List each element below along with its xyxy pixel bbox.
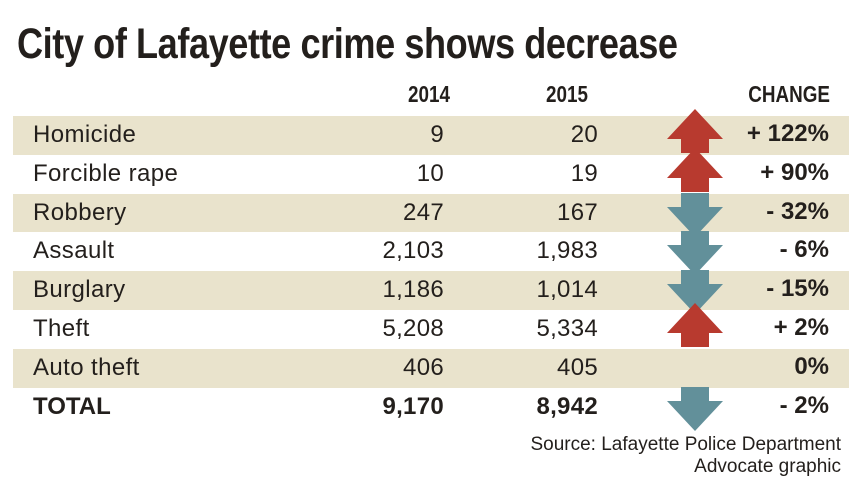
- value-2014: 10: [416, 159, 444, 187]
- value-2015: 1,983: [536, 237, 598, 265]
- crime-name: Robbery: [33, 198, 127, 226]
- crime-table: Homicide 9 20 + 122% Forcible rape 10 19…: [13, 109, 849, 431]
- value-2015: 8,942: [536, 392, 598, 420]
- value-2015: 20: [570, 121, 598, 148]
- crime-name: Forcible rape: [33, 159, 179, 187]
- change-value: + 90%: [760, 158, 829, 186]
- table-row: Forcible rape 10 19 + 90%: [13, 147, 849, 194]
- up-arrow-icon: [667, 109, 723, 153]
- up-arrow-icon: [667, 147, 723, 192]
- table-row: Burglary 1,186 1,014 - 15%: [13, 270, 849, 315]
- down-arrow-icon: [667, 192, 723, 237]
- table-row: Homicide 9 20 + 122%: [13, 109, 849, 155]
- crime-name: Homicide: [33, 121, 137, 148]
- value-2014: 247: [403, 198, 444, 226]
- change-value: - 15%: [766, 275, 829, 303]
- down-arrow-icon: [667, 386, 723, 431]
- chart-title: City of Lafayette crime shows decrease: [17, 20, 678, 68]
- crime-name: Theft: [33, 314, 90, 342]
- crime-name: Assault: [33, 237, 115, 265]
- crime-name: Burglary: [33, 276, 126, 304]
- value-2014: 406: [403, 353, 444, 381]
- value-2015: 405: [557, 353, 598, 381]
- value-2014: 2,103: [382, 237, 444, 265]
- table-row: Auto theft 406 405 0%: [13, 348, 849, 388]
- table-row-total: TOTAL 9,170 8,942 - 2%: [13, 386, 849, 431]
- column-header-2015: 2015: [546, 81, 588, 107]
- value-2015: 1,014: [536, 276, 598, 304]
- value-2014: 9,170: [382, 392, 444, 420]
- table-row: Theft 5,208 5,334 + 2%: [13, 302, 849, 349]
- change-value: + 122%: [746, 120, 829, 147]
- change-value: 0%: [794, 352, 829, 380]
- value-2014: 1,186: [382, 276, 444, 304]
- value-2014: 9: [430, 121, 444, 148]
- source-credit: Source: Lafayette Police Department Advo…: [530, 434, 841, 478]
- value-2015: 19: [570, 159, 598, 187]
- down-arrow-icon: [667, 270, 723, 315]
- change-value: + 2%: [773, 313, 829, 341]
- column-header-2014: 2014: [408, 81, 450, 107]
- value-2015: 5,334: [536, 314, 598, 342]
- source-line: Source: Lafayette Police Department: [530, 434, 841, 455]
- column-header-change: CHANGE: [748, 81, 830, 107]
- up-arrow-icon: [667, 302, 723, 347]
- value-2014: 5,208: [382, 314, 444, 342]
- change-value: - 2%: [779, 391, 829, 419]
- change-value: - 6%: [779, 236, 829, 264]
- table-row: Robbery 247 167 - 32%: [13, 192, 849, 237]
- credit-line: Advocate graphic: [694, 456, 841, 477]
- crime-name: Auto theft: [33, 353, 140, 381]
- change-value: - 32%: [766, 197, 829, 225]
- down-arrow-icon: [667, 231, 723, 276]
- value-2015: 167: [557, 198, 598, 226]
- crime-name: TOTAL: [33, 392, 111, 420]
- table-row: Assault 2,103 1,983 - 6%: [13, 231, 849, 276]
